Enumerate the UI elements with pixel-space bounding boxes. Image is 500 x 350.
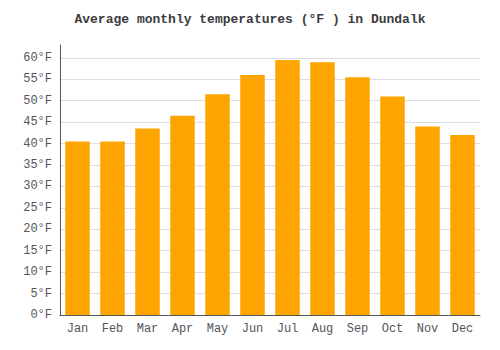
svg-text:Aug: Aug	[312, 322, 334, 336]
svg-text:50°F: 50°F	[23, 94, 52, 108]
svg-text:Oct: Oct	[382, 322, 404, 336]
svg-text:25°F: 25°F	[23, 201, 52, 215]
svg-text:Jun: Jun	[242, 322, 264, 336]
svg-text:60°F: 60°F	[23, 51, 52, 65]
svg-text:Jul: Jul	[277, 322, 299, 336]
svg-text:40°F: 40°F	[23, 137, 52, 151]
svg-text:0°F: 0°F	[30, 308, 52, 322]
svg-text:10°F: 10°F	[23, 265, 52, 279]
svg-text:45°F: 45°F	[23, 115, 52, 129]
svg-text:Mar: Mar	[137, 322, 159, 336]
svg-text:Feb: Feb	[102, 322, 124, 336]
svg-text:35°F: 35°F	[23, 158, 52, 172]
svg-text:Average monthly temperatures (: Average monthly temperatures (°F ) in Du…	[74, 12, 425, 27]
svg-text:May: May	[207, 322, 229, 336]
svg-text:Nov: Nov	[417, 322, 439, 336]
svg-text:15°F: 15°F	[23, 244, 52, 258]
svg-text:55°F: 55°F	[23, 72, 52, 86]
svg-text:Sep: Sep	[347, 322, 369, 336]
svg-text:5°F: 5°F	[30, 287, 52, 301]
svg-text:30°F: 30°F	[23, 179, 52, 193]
svg-text:Apr: Apr	[172, 322, 194, 336]
svg-text:Jan: Jan	[67, 322, 89, 336]
svg-text:Dec: Dec	[452, 322, 474, 336]
svg-text:20°F: 20°F	[23, 222, 52, 236]
